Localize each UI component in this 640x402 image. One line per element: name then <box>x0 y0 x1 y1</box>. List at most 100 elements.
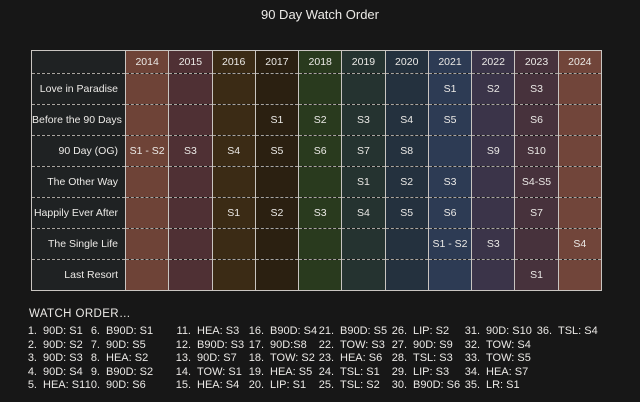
watch-order-number: 27. <box>391 338 407 351</box>
table-row: Last Resort S1 <box>31 259 603 291</box>
watch-order-entry: HEA: S2 <box>106 352 149 364</box>
watch-order-entry: HEA: S3 <box>197 325 240 337</box>
watch-order-entry: TOW: S1 <box>197 365 242 378</box>
watch-order-item: 7. 90D: S5 <box>78 339 153 353</box>
watch-order-entry: TSL: S2 <box>340 379 380 391</box>
season-cell <box>168 228 213 260</box>
season-cell <box>168 259 213 291</box>
watch-order-number: 34. <box>464 365 480 378</box>
season-cell <box>557 166 603 198</box>
watch-order-number: 24. <box>318 365 334 378</box>
watch-order-entry: TOW: S3 <box>340 338 385 351</box>
watch-order-entry: 90D: S1 <box>43 325 83 337</box>
season-cell: S4-S5 <box>514 166 559 198</box>
watch-order-entry: 90D: S2 <box>43 338 83 351</box>
season-cell: S9 <box>471 135 516 167</box>
page-title: 90 Day Watch Order <box>260 7 379 22</box>
watch-order-entry: TSL: S4 <box>558 325 598 337</box>
season-cell <box>427 135 473 167</box>
watch-order-item: 28. TSL: S3 <box>385 352 460 366</box>
watch-order-entry: 90D: S7 <box>197 352 237 364</box>
year-header: 2023 <box>514 50 559 74</box>
watch-order-number: 12. <box>175 338 191 351</box>
watch-order-item: 11. HEA: S3 <box>169 325 244 339</box>
season-cell <box>168 104 213 136</box>
table-row: The Other Way S1 S2 S3 S4-S5 <box>31 166 603 198</box>
season-cell: S3 <box>471 228 516 260</box>
season-cell: S4 <box>384 104 429 136</box>
watch-order-item: 26. LIP: S2 <box>385 325 460 339</box>
season-cell <box>211 104 256 136</box>
season-cell: S1 <box>427 73 473 105</box>
season-cell: S1 <box>211 197 256 229</box>
watch-order-entry: HEA: S7 <box>486 365 529 378</box>
watch-order-column: 1. 90D: S1 2. 90D: S2 3. 90D: S3 4. 90D: S4 5. HE… <box>15 325 85 393</box>
watch-order-item: 16. B90D: S4 <box>242 325 317 339</box>
watch-order-item: 31. 90D: S10 <box>458 325 532 339</box>
watch-order-item: 27. 90D: S9 <box>385 339 460 353</box>
corner-cell <box>31 50 126 74</box>
watch-order-number: 36. <box>536 325 552 337</box>
season-cell: S3 <box>341 104 386 136</box>
watch-order-item: 32. TOW: S4 <box>458 339 532 353</box>
watch-order-number: 22. <box>318 338 334 351</box>
season-cell <box>124 228 170 260</box>
watch-order-number: 3. <box>27 352 37 364</box>
season-cell <box>557 135 603 167</box>
watch-order-item: 19. HEA: S5 <box>242 366 317 380</box>
watch-order-number: 7. <box>90 338 100 351</box>
show-label: Before the 90 Days <box>31 104 126 136</box>
watch-order-column: 31. 90D: S10 32. TOW: S4 33. TOW: S5 34. HEA: S… <box>458 325 532 393</box>
watch-order-entry: LR: S1 <box>486 379 520 391</box>
watch-order-item: 2. 90D: S2 <box>15 339 85 353</box>
watch-order-item: 21. B90D: S5 <box>312 325 387 339</box>
watch-order-entry: B90D: S5 <box>340 325 388 337</box>
watch-order-number: 2. <box>27 338 37 351</box>
season-cell: S2 <box>384 166 429 198</box>
season-cell <box>124 197 170 229</box>
table-row: Happily Ever After S1 S2 S3 S4 S5 S6 S7 <box>31 197 603 229</box>
watch-order-entry: TOW: S2 <box>270 352 315 364</box>
watch-order-entry: 90D: S5 <box>106 338 146 351</box>
watch-order-entry: 90D:S8 <box>270 338 307 351</box>
watch-order-entry: B90D: S4 <box>270 325 318 337</box>
season-cell: S4 <box>341 197 386 229</box>
watch-order-number: 1. <box>27 325 37 337</box>
watch-order-entry: HEA: S1 <box>43 379 86 391</box>
year-header-row: 2014 2015 2016 2017 2018 2019 2020 2021 2022 2023… <box>31 50 603 74</box>
season-cell <box>124 73 170 105</box>
watch-order-number: 30. <box>391 379 407 391</box>
season-cell: S3 <box>298 197 343 229</box>
watch-order-item: 29. LIP: S3 <box>385 366 460 380</box>
watch-order-number: 33. <box>464 352 480 364</box>
watch-order-item: 36. TSL: S4 <box>530 325 598 339</box>
watch-order-entry: B90D: S6 <box>413 379 461 391</box>
watch-order-item: 12. B90D: S3 <box>169 339 244 353</box>
watch-order-item: 13. 90D: S7 <box>169 352 244 366</box>
season-cell <box>341 228 386 260</box>
watch-order-item: 15. HEA: S4 <box>169 379 244 393</box>
watch-order-number: 16. <box>248 325 264 337</box>
watch-order-item: 25. TSL: S2 <box>312 379 387 393</box>
table-row: Before the 90 Days S1 S2 S3 S4 S5 S6 <box>31 104 603 136</box>
watch-order-number: 9. <box>90 365 100 378</box>
season-cell: S3 <box>514 73 559 105</box>
watch-order-number: 14. <box>175 365 191 378</box>
season-cell <box>211 166 256 198</box>
season-cell <box>384 259 429 291</box>
watch-order-column: 36. TSL: S4 <box>530 325 598 339</box>
season-cell: S1 <box>514 259 559 291</box>
watch-order-table: 2014 2015 2016 2017 2018 2019 2020 2021 2022 2023… <box>31 50 603 291</box>
watch-order-item: 22. TOW: S3 <box>312 339 387 353</box>
watch-order-number: 5. <box>27 379 37 391</box>
season-cell <box>384 228 429 260</box>
season-cell <box>298 73 343 105</box>
season-cell <box>514 228 559 260</box>
watch-order-number: 26. <box>391 325 407 337</box>
season-cell <box>168 166 213 198</box>
watch-order-number: 32. <box>464 338 480 351</box>
watch-order-item: 3. 90D: S3 <box>15 352 85 366</box>
show-label: Last Resort <box>31 259 126 291</box>
season-cell <box>298 228 343 260</box>
watch-order-entry: HEA: S4 <box>197 379 240 391</box>
